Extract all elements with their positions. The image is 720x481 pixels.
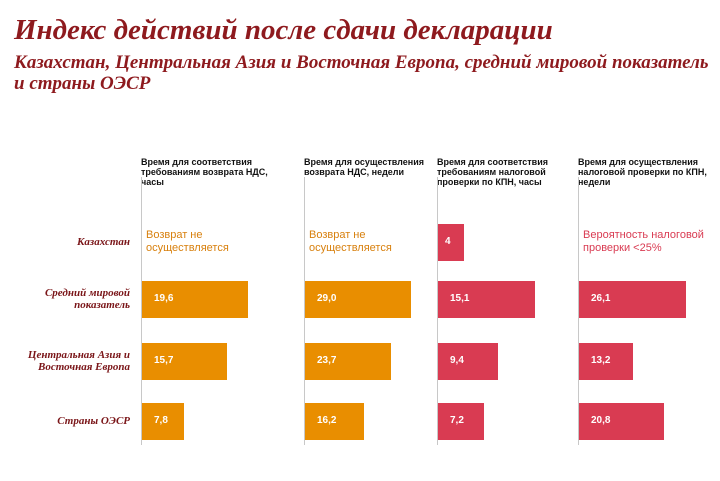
data-bar: [305, 402, 365, 440]
data-bar: [579, 402, 665, 440]
data-label: 16,2: [317, 415, 337, 426]
data-label: 15,1: [450, 293, 470, 304]
data-label: 26,1: [591, 293, 611, 304]
category-label: Страны ОЭСР: [57, 415, 130, 427]
data-bar: [438, 342, 499, 380]
panel-header: Время для соответствия требованиям возвр…: [141, 157, 268, 187]
data-label: 4: [445, 236, 451, 247]
panel-note: Вероятность налоговой проверки <25%: [583, 229, 704, 254]
panel-axis-line: [304, 177, 305, 445]
data-label: 7,2: [450, 415, 464, 426]
data-label: 7,8: [154, 415, 168, 426]
panel-axis-line: [141, 177, 142, 445]
panel-header: Время для осуществления возврата НДС, не…: [304, 157, 424, 177]
chart-subtitle: Казахстан, Центральная Азия и Восточная …: [14, 52, 709, 94]
chart-title: Индекс действий после сдачи декларации: [14, 14, 553, 46]
panel-note: Возврат не осуществляется: [309, 229, 392, 254]
panel-header: Время для осуществления налоговой провер…: [578, 157, 707, 187]
data-bar: [438, 223, 464, 261]
panel-axis-line: [437, 177, 438, 445]
data-bar: [305, 280, 411, 318]
category-label: Казахстан: [76, 236, 130, 248]
data-label: 20,8: [591, 415, 611, 426]
panel-note: Возврат не осуществляется: [146, 229, 229, 254]
data-bar: [305, 342, 392, 380]
data-bar: [142, 280, 248, 318]
data-bar: [142, 402, 185, 440]
category-label: Средний мировой показатель: [44, 287, 130, 311]
data-label: 13,2: [591, 355, 611, 366]
data-bar: [438, 280, 536, 318]
data-bar: [438, 402, 485, 440]
data-bar: [579, 342, 633, 380]
panel-header: Время для соответствия требованиям налог…: [437, 157, 548, 187]
data-label: 29,0: [317, 293, 337, 304]
data-label: 15,7: [154, 355, 174, 366]
data-label: 9,4: [450, 355, 464, 366]
data-label: 19,6: [154, 293, 174, 304]
panel-axis-line: [578, 177, 579, 445]
data-bar: [142, 342, 227, 380]
data-label: 23,7: [317, 355, 337, 366]
category-label: Центральная Азия и Восточная Европа: [27, 349, 130, 373]
data-bar: [579, 280, 686, 318]
